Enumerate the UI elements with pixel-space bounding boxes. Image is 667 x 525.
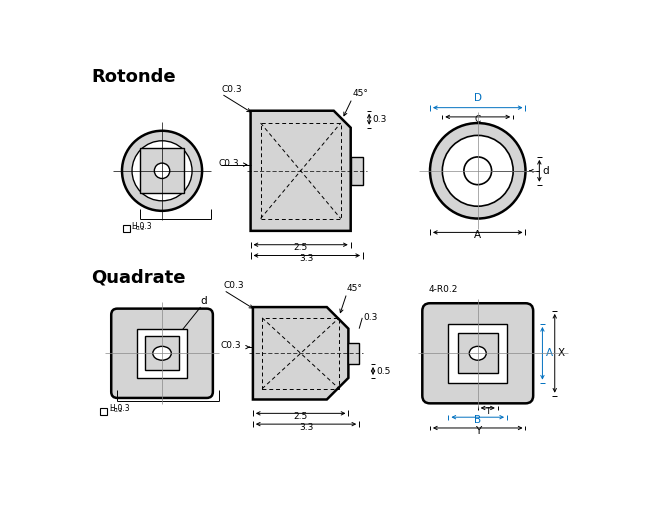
FancyBboxPatch shape <box>111 309 213 398</box>
Text: Rotonde: Rotonde <box>91 68 176 87</box>
Bar <box>262 318 339 388</box>
Bar <box>448 324 507 383</box>
Text: Quadrate: Quadrate <box>91 269 185 287</box>
Bar <box>123 225 129 233</box>
Text: 0.3: 0.3 <box>372 114 387 124</box>
Text: 3.3: 3.3 <box>299 254 314 263</box>
Bar <box>101 408 107 415</box>
Text: C0.3: C0.3 <box>221 341 241 350</box>
Circle shape <box>132 141 192 201</box>
Circle shape <box>442 135 513 206</box>
Bar <box>261 123 341 218</box>
Text: X: X <box>558 348 565 358</box>
FancyBboxPatch shape <box>422 303 533 403</box>
Bar <box>348 342 359 364</box>
Bar <box>139 149 184 193</box>
Bar <box>137 329 187 378</box>
Text: Y: Y <box>475 426 481 436</box>
Text: T: T <box>485 407 490 416</box>
Bar <box>351 157 363 185</box>
Bar <box>145 337 179 370</box>
Circle shape <box>430 123 526 218</box>
Circle shape <box>122 131 202 211</box>
Ellipse shape <box>153 346 171 360</box>
Text: 0.5: 0.5 <box>376 366 390 375</box>
Text: 45°: 45° <box>347 284 363 293</box>
Text: C0.3: C0.3 <box>221 85 242 94</box>
Text: $^{-0.2}$: $^{-0.2}$ <box>131 225 145 235</box>
Text: 2.5: 2.5 <box>293 244 307 253</box>
Text: D: D <box>474 93 482 103</box>
Bar <box>458 333 498 373</box>
Text: C0.3: C0.3 <box>223 281 244 290</box>
Text: C0.3: C0.3 <box>218 159 239 167</box>
Text: A: A <box>474 230 482 240</box>
Text: 3.3: 3.3 <box>299 423 313 432</box>
Text: B: B <box>474 415 482 425</box>
Text: H-0.3: H-0.3 <box>131 222 152 231</box>
Text: 2.5: 2.5 <box>293 412 307 421</box>
Polygon shape <box>251 111 351 231</box>
Text: A: A <box>546 348 553 358</box>
Ellipse shape <box>470 346 486 360</box>
Text: H-0.3: H-0.3 <box>109 404 129 413</box>
Text: $^{-0.2}$: $^{-0.2}$ <box>109 408 123 417</box>
Text: 0.3: 0.3 <box>363 313 378 322</box>
Circle shape <box>464 157 492 185</box>
Text: d: d <box>542 166 549 176</box>
Text: C: C <box>475 115 481 124</box>
Text: d: d <box>201 296 207 306</box>
Circle shape <box>154 163 169 179</box>
Text: 45°: 45° <box>352 89 368 98</box>
Polygon shape <box>253 307 348 400</box>
Text: 4-R0.2: 4-R0.2 <box>428 285 458 294</box>
